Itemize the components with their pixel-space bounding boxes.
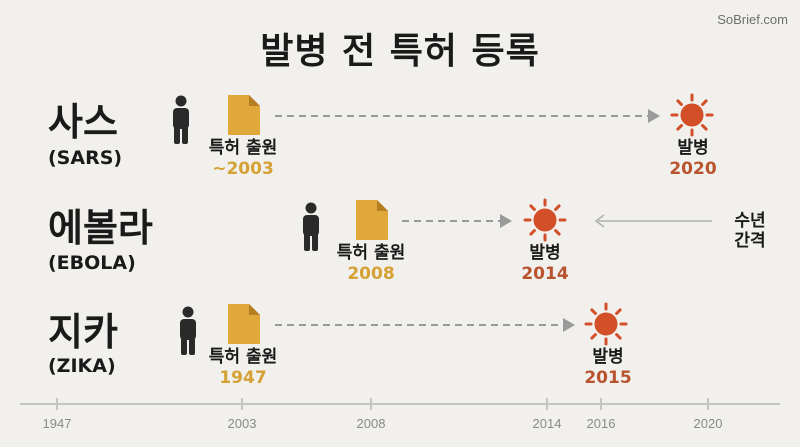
gap-label-line2: 간격 <box>734 230 766 251</box>
disease-name-zika: 지카 <box>48 310 118 354</box>
disease-sub-zika: (ZIKA) <box>48 355 116 377</box>
outbreak-label-ebola: 발병 <box>529 243 561 263</box>
person-icon-ebola <box>303 202 319 251</box>
person-icon-zika <box>180 306 196 355</box>
patent-label-zika: 특허 출원 <box>208 347 278 367</box>
person-icon-sars <box>173 95 189 144</box>
page-title: 발병 전 특허 등록 <box>260 31 540 72</box>
patent-year-zika: 1947 <box>219 368 267 388</box>
outbreak-year-sars: 2020 <box>669 159 717 179</box>
axis-tick-label-1947: 1947 <box>43 416 72 431</box>
patent-year-sars: ~2003 <box>212 159 274 179</box>
document-icon-sars <box>228 95 260 135</box>
document-icon-ebola <box>356 200 388 240</box>
outbreak-year-ebola: 2014 <box>521 264 569 284</box>
gap-label-line1: 수년 <box>734 211 766 231</box>
sun-icon-ebola <box>523 198 567 242</box>
disease-name-sars: 사스 <box>48 100 118 144</box>
outbreak-label-zika: 발병 <box>592 347 624 367</box>
patent-label-sars: 특허 출원 <box>208 138 278 158</box>
document-icon-zika <box>228 304 260 344</box>
axis-tick-label-2014: 2014 <box>533 416 562 431</box>
disease-name-ebola: 에볼라 <box>48 206 153 250</box>
axis-tick-label-2003: 2003 <box>228 416 257 431</box>
sun-icon-zika <box>584 302 628 346</box>
outbreak-label-sars: 발병 <box>677 138 709 158</box>
disease-sub-sars: (SARS) <box>48 147 123 169</box>
arrowhead-zika <box>563 318 575 332</box>
outbreak-year-zika: 2015 <box>584 368 632 388</box>
sun-icon-sars <box>670 93 714 137</box>
axis-tick-label-2020: 2020 <box>694 416 723 431</box>
gap-label: 수년 간격 <box>720 211 780 251</box>
patent-year-ebola: 2008 <box>347 264 395 284</box>
axis-tick-label-2008: 2008 <box>357 416 386 431</box>
arrowhead-ebola <box>500 214 512 228</box>
patent-label-ebola: 특허 출원 <box>336 243 406 263</box>
arrowhead-sars <box>648 109 660 123</box>
brand-watermark: SoBrief.com <box>717 12 788 27</box>
gap-arrowhead <box>594 214 605 228</box>
disease-sub-ebola: (EBOLA) <box>48 252 136 274</box>
axis-tick-label-2016: 2016 <box>587 416 616 431</box>
